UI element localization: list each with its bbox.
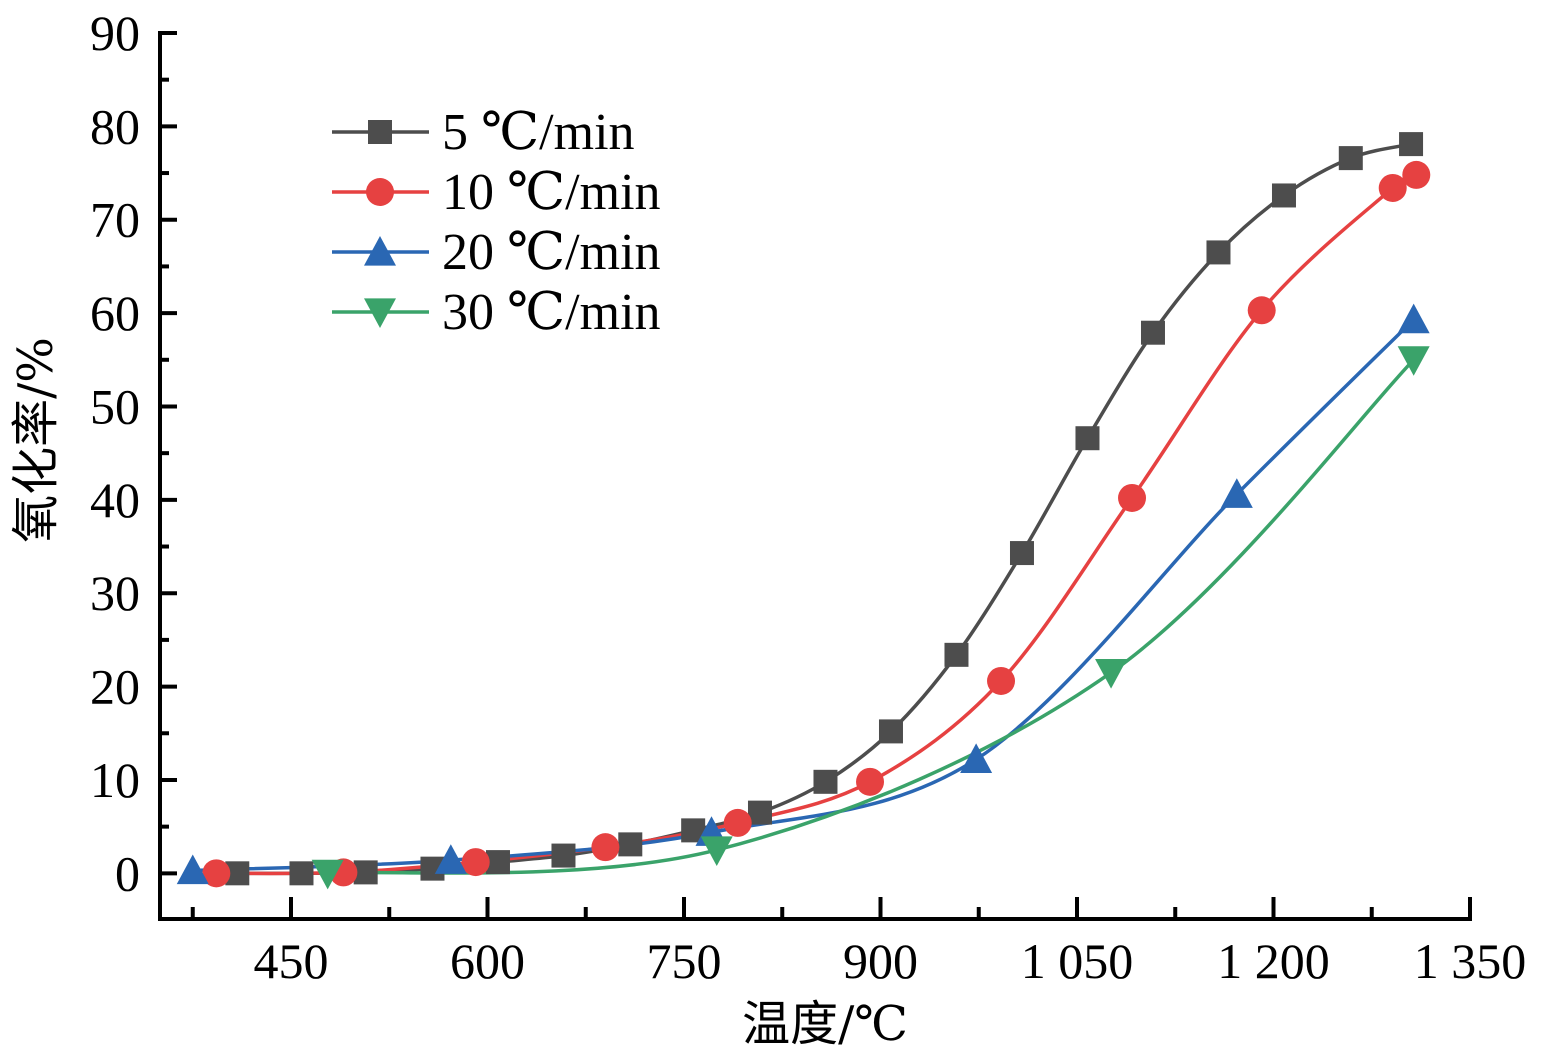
legend-marker-circle — [366, 178, 394, 206]
legend-item-5-min: 5 ℃/min — [332, 104, 635, 161]
legend-marker-triangle-down — [364, 298, 396, 328]
y-tick-label: 50 — [90, 378, 140, 434]
y-tick-label: 20 — [90, 659, 140, 715]
x-tick-label: 900 — [843, 933, 918, 989]
y-tick-label: 10 — [90, 752, 140, 808]
y-tick-label: 70 — [90, 192, 140, 248]
data-point-5-min — [813, 769, 838, 794]
data-point-5-min — [747, 800, 772, 825]
data-point-5-min — [551, 843, 576, 868]
series-line-10-min — [216, 172, 1418, 876]
x-tick-label: 1 200 — [1217, 933, 1330, 989]
data-point-5-min — [1338, 146, 1363, 171]
x-tick-label: 1 350 — [1414, 933, 1527, 989]
legend-item-30-min: 30 ℃/min — [332, 284, 661, 341]
data-point-30-min — [311, 859, 344, 890]
y-tick-label: 60 — [90, 285, 140, 341]
x-tick-label: 600 — [450, 933, 525, 989]
data-point-30-min — [700, 836, 733, 866]
y-ticks: 0 10 20 30 40 50 60 70 80 90 — [90, 5, 177, 901]
x-ticks: 450 600 750 900 1 050 1 200 1 350 — [190, 897, 1527, 989]
legend-label: 30 ℃/min — [442, 284, 661, 341]
legend-item-10-min: 10 ℃/min — [332, 164, 661, 221]
data-point-10-min — [723, 808, 752, 837]
data-point-20-min — [1220, 478, 1253, 508]
data-point-5-min — [1140, 320, 1165, 345]
data-point-5-min — [353, 860, 378, 885]
data-point-20-min — [434, 844, 467, 874]
data-point-30-min — [1095, 658, 1128, 689]
y-tick-label: 80 — [90, 98, 140, 154]
legend-item-20-min: 20 ℃/min — [332, 224, 661, 281]
y-tick-label: 40 — [90, 472, 140, 528]
legend-marker-square — [368, 120, 392, 144]
data-point-10-min — [591, 833, 620, 862]
y-tick-label: 90 — [90, 5, 140, 61]
data-point-5-min — [1206, 240, 1231, 265]
data-point-5-min — [1271, 183, 1296, 208]
data-point-5-min — [878, 719, 903, 744]
y-tick-label: 0 — [115, 845, 140, 901]
x-tick-label: 1 050 — [1021, 933, 1134, 989]
y-tick-label: 30 — [90, 565, 140, 621]
legend-marker-triangle-up — [364, 236, 396, 266]
legend-label: 20 ℃/min — [442, 224, 661, 281]
data-point-5-min — [618, 832, 643, 857]
data-point-20-min — [960, 743, 993, 774]
data-point-20-min — [176, 854, 209, 885]
data-point-5-min — [944, 642, 969, 667]
series-markers — [176, 132, 1431, 890]
y-axis-title: 氧化率/% — [8, 337, 64, 543]
data-point-10-min — [856, 767, 885, 796]
x-tick-label: 750 — [647, 933, 722, 989]
data-point-5-min — [1399, 132, 1424, 157]
x-tick-label: 450 — [254, 933, 329, 989]
legend-label: 5 ℃/min — [442, 104, 635, 161]
data-point-10-min — [461, 848, 490, 877]
data-point-30-min — [1397, 346, 1430, 376]
data-point-10-min — [202, 859, 231, 888]
series-line-20-min — [192, 318, 1415, 873]
data-point-10-min — [987, 666, 1016, 695]
data-point-5-min — [1009, 541, 1034, 566]
data-point-5-min — [289, 861, 314, 886]
data-point-10-min — [1378, 173, 1407, 202]
data-point-10-min — [1118, 483, 1147, 512]
data-point-5-min — [485, 850, 510, 875]
series-line-30-min — [327, 358, 1415, 876]
data-point-10-min — [1402, 160, 1431, 189]
axes — [158, 31, 1472, 921]
data-point-5-min — [1075, 426, 1100, 451]
data-point-20-min — [1397, 303, 1430, 334]
x-axis-title: 温度/℃ — [742, 996, 908, 1052]
legend-label: 10 ℃/min — [442, 164, 661, 221]
data-point-10-min — [1247, 296, 1276, 325]
